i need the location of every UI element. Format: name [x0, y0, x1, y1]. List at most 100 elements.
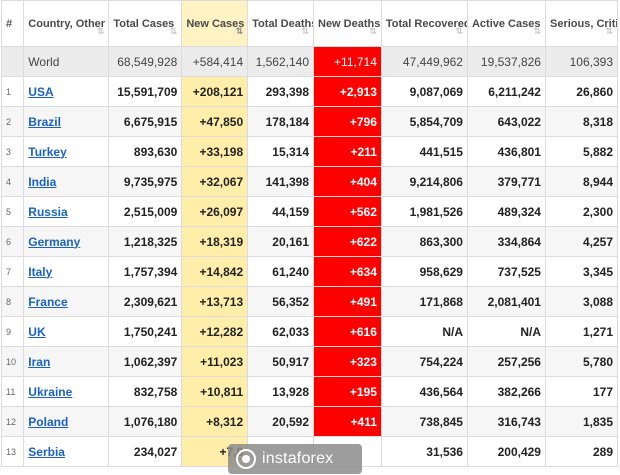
- cell-total-deaths: 44,159: [247, 196, 314, 227]
- cell-serious: 8,944: [544, 166, 619, 197]
- cell-new-deaths: +404: [313, 166, 382, 197]
- cell-serious: 26,860: [544, 76, 619, 107]
- cell-active-cases: 6,211,242: [466, 76, 546, 107]
- cell-serious: 3,345: [544, 256, 619, 287]
- world-total-cases: 68,549,928: [108, 46, 183, 77]
- country-link[interactable]: Turkey: [28, 144, 67, 159]
- cell-total-cases: 1,218,325: [108, 226, 183, 257]
- cell-active-cases: 382,266: [466, 376, 546, 407]
- cell-active-cases: 2,081,401: [466, 286, 546, 317]
- cell-total-deaths: 13,928: [247, 376, 314, 407]
- column-header-label: New Cases: [186, 17, 245, 30]
- country-link[interactable]: Italy: [28, 264, 53, 279]
- column-header-total-cases[interactable]: Total Cases ⇅: [108, 0, 183, 47]
- country-link[interactable]: France: [28, 294, 68, 309]
- cell-new-cases: +10,811: [181, 376, 249, 407]
- cell-new-cases: +13,713: [181, 286, 249, 317]
- column-header-label: Active Cases: [471, 17, 541, 30]
- cell-country: Iran: [23, 346, 110, 377]
- column-header-total-recovered[interactable]: Total Recovered ⇅: [380, 0, 468, 47]
- cell-new-deaths: +411: [313, 406, 382, 437]
- cell-total-recovered: 9,214,806: [380, 166, 468, 197]
- cell-serious: 1,271: [544, 316, 619, 347]
- table-row: 6 Germany 1,218,325 +18,319 20,161 +622 863,30…: [0, 226, 619, 257]
- cell-total-recovered: 958,629: [380, 256, 468, 287]
- cell-total-cases: 15,591,709: [108, 76, 183, 107]
- sort-icon[interactable]: ⇅: [369, 26, 377, 36]
- column-header-hash[interactable]: #: [0, 0, 25, 47]
- column-header-country[interactable]: Country, Other ⇅: [23, 0, 110, 47]
- cell-serious: 8,318: [544, 106, 619, 137]
- country-link[interactable]: Poland: [28, 414, 69, 429]
- cell-new-deaths: +562: [313, 196, 382, 227]
- cell-idx: 5: [0, 196, 25, 227]
- cell-active-cases: 436,801: [466, 136, 546, 167]
- cell-total-deaths: 178,184: [247, 106, 314, 137]
- column-header-active-cases[interactable]: Active Cases ⇅: [466, 0, 546, 47]
- column-header-serious-critical[interactable]: Serious, Critical⇅: [544, 0, 619, 47]
- country-link[interactable]: Serbia: [28, 444, 65, 459]
- cell-serious: 2,300: [544, 196, 619, 227]
- sort-icon[interactable]: ⇅: [235, 26, 244, 36]
- table-row: 2 Brazil 6,675,915 +47,850 178,184 +796 5,854,…: [0, 106, 619, 137]
- cell-country: Poland: [23, 406, 110, 437]
- country-link[interactable]: Iran: [28, 354, 51, 369]
- world-total-deaths: 1,562,140: [247, 46, 314, 77]
- world-serious: 106,393: [544, 46, 619, 77]
- column-header-label: Serious, Critical: [549, 17, 617, 30]
- cell-total-recovered: 738,845: [380, 406, 468, 437]
- cell-new-deaths: +491: [313, 286, 382, 317]
- cell-total-recovered: 754,224: [380, 346, 468, 377]
- watermark-text: instaforex: [262, 450, 334, 467]
- cell-idx: 10: [0, 346, 25, 377]
- column-header-new-cases[interactable]: New Cases ⇅: [181, 0, 249, 47]
- cell-total-deaths: 20,161: [247, 226, 314, 257]
- country-link[interactable]: Ukraine: [28, 384, 73, 399]
- cell-serious: 3,088: [544, 286, 619, 317]
- sort-icon[interactable]: ⇅: [455, 26, 463, 36]
- cell-active-cases: 334,864: [466, 226, 546, 257]
- cell-new-deaths: +195: [313, 376, 382, 407]
- sort-icon[interactable]: ⇅: [533, 26, 541, 36]
- cell-new-deaths: +796: [313, 106, 382, 137]
- column-header-label: Total Deaths: [252, 17, 314, 30]
- cell-total-cases: 1,757,394: [108, 256, 183, 287]
- cell-total-cases: 1,062,397: [108, 346, 183, 377]
- cell-total-deaths: 141,398: [247, 166, 314, 197]
- sort-icon[interactable]: ⇅: [605, 26, 613, 36]
- sort-icon[interactable]: ⇅: [96, 26, 105, 36]
- cell-total-cases: 1,076,180: [108, 406, 183, 437]
- cell-total-cases: 6,675,915: [108, 106, 183, 137]
- cell-total-deaths: 56,352: [247, 286, 314, 317]
- country-link[interactable]: Russia: [28, 204, 68, 219]
- cell-country: Turkey: [23, 136, 110, 167]
- world-row: World 68,549,928 +584,414 1,562,140 +11,…: [0, 46, 619, 77]
- cell-idx: 9: [0, 316, 25, 347]
- sort-icon[interactable]: ⇅: [301, 26, 309, 36]
- cell-serious: 289: [544, 436, 619, 467]
- cell-new-deaths: +634: [313, 256, 382, 287]
- world-new-cases: +584,414: [181, 46, 249, 77]
- column-header-total-deaths[interactable]: Total Deaths ⇅: [247, 0, 314, 47]
- sort-icon[interactable]: ⇅: [169, 26, 178, 36]
- cell-total-cases: 234,027: [108, 436, 183, 467]
- country-link[interactable]: India: [28, 174, 57, 189]
- cell-country: UK: [23, 316, 110, 347]
- world-new-deaths: +11,714: [313, 46, 382, 77]
- cell-new-cases: +12,282: [181, 316, 249, 347]
- country-link[interactable]: UK: [28, 324, 46, 339]
- column-header-new-deaths[interactable]: New Deaths ⇅: [313, 0, 382, 47]
- cell-serious: 1,835: [544, 406, 619, 437]
- country-link[interactable]: USA: [28, 84, 54, 99]
- cell-new-cases: +33,198: [181, 136, 249, 167]
- column-header-label: New Deaths: [318, 17, 381, 30]
- table-row: 7 Italy 1,757,394 +14,842 61,240 +634 958,629 7…: [0, 256, 619, 287]
- country-link[interactable]: Germany: [28, 234, 81, 249]
- country-link[interactable]: Brazil: [28, 114, 61, 129]
- instaforex-watermark: instaforex: [228, 444, 362, 474]
- cell-serious: 177: [544, 376, 619, 407]
- cell-country: India: [23, 166, 110, 197]
- world-name: World: [23, 46, 110, 77]
- cell-new-cases: +208,121: [181, 76, 249, 107]
